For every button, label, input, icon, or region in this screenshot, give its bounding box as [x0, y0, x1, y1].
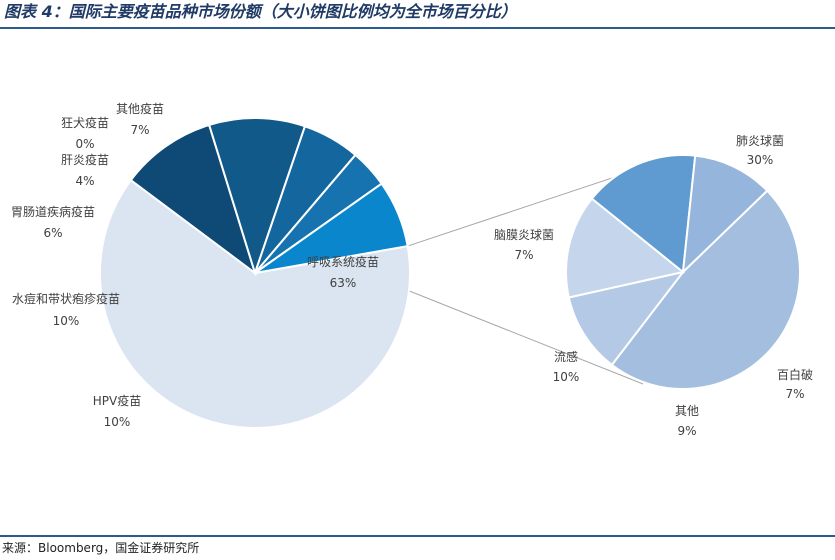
main-value-4: 4%: [75, 174, 94, 188]
main-value-6: 7%: [130, 123, 149, 137]
main-value-2: 10%: [53, 314, 80, 328]
detail-pie-slice-2: [565, 197, 686, 299]
main-pie-slice-2: [207, 117, 307, 277]
detail-label-4: 脑膜炎球菌: [494, 228, 554, 242]
main-label-2: 水痘和带状疱疹疫苗: [12, 291, 120, 306]
detail-label-1: 百白破: [777, 367, 813, 382]
detail-pie-slice-0: [610, 189, 802, 390]
detail-value-4: 7%: [514, 248, 533, 262]
main-label-3: 胃肠道疾病疫苗: [11, 204, 95, 219]
detail-label-3: 流感: [554, 349, 578, 364]
bottom-rule: [0, 535, 835, 537]
detail-label-2: 其他: [675, 404, 699, 418]
main-value-0: 63%: [330, 276, 357, 290]
main-label-0: 呼吸系统疫苗: [307, 254, 379, 269]
main-pie-slice-1: [129, 123, 257, 276]
detail-value-0: 30%: [747, 153, 774, 167]
main-value-1: 10%: [104, 415, 131, 429]
chart-title: 图表 4：国际主要疫苗品种市场份额（大小饼图比例均为全市场百分比）: [4, 2, 517, 21]
main-value-5: 0%: [75, 137, 94, 151]
detail-value-2: 9%: [677, 424, 696, 438]
detail-value-1: 7%: [785, 387, 804, 401]
detail-pie-slice-3: [590, 154, 697, 274]
detail-label-0: 肺炎球菌: [736, 134, 784, 148]
top-rule: [0, 27, 835, 29]
main-label-4: 肝炎疫苗: [61, 152, 109, 167]
detail-value-3: 10%: [553, 370, 580, 384]
detail-pie-slice-4: [681, 154, 769, 275]
main-label-6: 其他疫苗: [116, 101, 164, 116]
main-label-1: HPV疫苗: [93, 393, 141, 408]
main-pie-slice-6: [254, 182, 409, 274]
detail-pie-slice-1: [567, 270, 686, 367]
pie-of-pie-chart: 呼吸系统疫苗 63% HPV疫苗 10% 水痘和带状疱疹疫苗 10% 胃肠道疾病疫苗 6% 肝炎…: [11, 101, 813, 438]
main-label-5: 狂犬疫苗: [61, 115, 109, 130]
source-note: 来源：Bloomberg，国金证券研究所: [2, 541, 200, 555]
main-value-3: 6%: [43, 226, 62, 240]
main-pie-slice-0: [99, 178, 411, 429]
